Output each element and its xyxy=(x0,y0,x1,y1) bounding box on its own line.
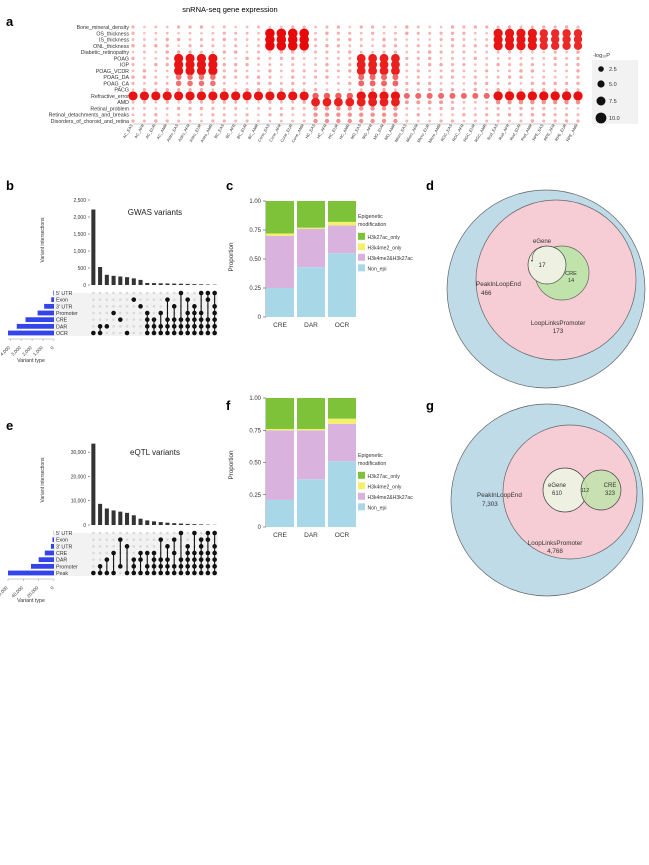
svg-text:610: 610 xyxy=(552,491,563,497)
svg-text:7.5: 7.5 xyxy=(609,99,617,105)
svg-text:PACG: PACG xyxy=(114,88,129,94)
svg-text:173: 173 xyxy=(553,328,564,335)
svg-text:323: 323 xyxy=(605,491,616,497)
svg-text:snRNA-seq gene expression: snRNA-seq gene expression xyxy=(182,5,277,14)
svg-text:4,768: 4,768 xyxy=(547,548,563,555)
svg-text:IOP: IOP xyxy=(120,63,130,69)
svg-text:CRE: CRE xyxy=(604,483,617,489)
svg-text:14: 14 xyxy=(568,278,574,284)
svg-text:PeakInLoopEnd: PeakInLoopEnd xyxy=(477,492,522,499)
svg-text:Diabetic_retinopathy: Diabetic_retinopathy xyxy=(81,50,130,56)
svg-text:112: 112 xyxy=(581,488,590,494)
svg-text:Refractive_error: Refractive_error xyxy=(91,94,129,100)
svg-text:IS_thickness: IS_thickness xyxy=(99,38,129,44)
svg-text:2.5: 2.5 xyxy=(609,67,617,73)
svg-text:eGene: eGene xyxy=(533,239,552,245)
svg-text:17: 17 xyxy=(538,262,546,269)
svg-text:Retinal_detachments_and_breaks: Retinal_detachments_and_breaks xyxy=(49,113,130,119)
svg-text:Disorders_of_choroid_and_retin: Disorders_of_choroid_and_retina xyxy=(51,119,129,125)
svg-text:LoopLinksPromoter: LoopLinksPromoter xyxy=(528,540,583,547)
svg-text:466: 466 xyxy=(481,290,492,297)
svg-text:7,303: 7,303 xyxy=(482,501,498,508)
svg-text:PeakInLoopEnd: PeakInLoopEnd xyxy=(476,281,521,288)
svg-text:Bone_mineral_density: Bone_mineral_density xyxy=(77,25,130,31)
svg-text:10.0: 10.0 xyxy=(609,116,620,122)
svg-text:OS_thickness: OS_thickness xyxy=(96,31,129,37)
svg-text:POAG_DA: POAG_DA xyxy=(103,75,129,81)
svg-text:POAG_CA: POAG_CA xyxy=(103,81,129,87)
svg-text:eGene: eGene xyxy=(548,483,567,489)
svg-text:Retinal_problem: Retinal_problem xyxy=(90,106,129,112)
svg-text:POAG: POAG xyxy=(114,56,129,62)
svg-text:5.0: 5.0 xyxy=(609,82,617,88)
svg-text:AMD: AMD xyxy=(117,100,129,106)
svg-text:ONL_thickness: ONL_thickness xyxy=(93,44,129,50)
svg-text:-log₁₀P: -log₁₀P xyxy=(593,53,610,59)
svg-text:CRE: CRE xyxy=(565,271,577,277)
svg-text:POAG_VCDR: POAG_VCDR xyxy=(96,69,129,75)
svg-text:LoopLinksPromoter: LoopLinksPromoter xyxy=(531,320,586,327)
